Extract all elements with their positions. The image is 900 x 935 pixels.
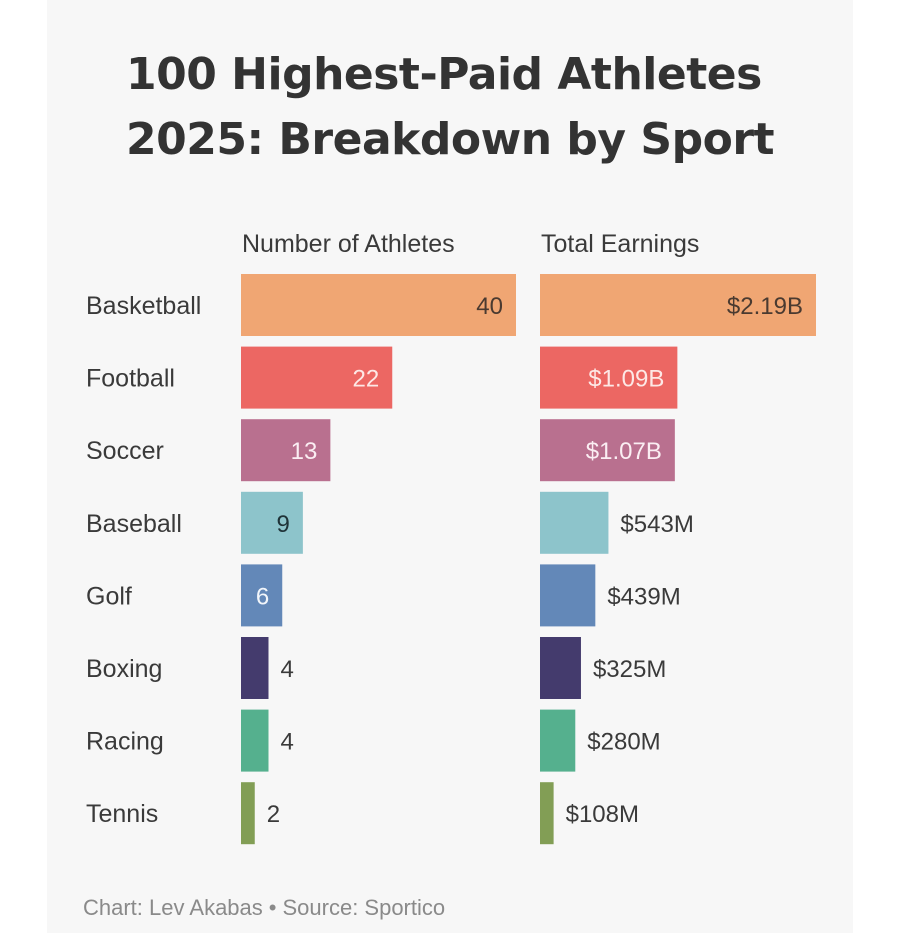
- chart-card: [47, 0, 853, 933]
- category-label-boxing: Boxing: [86, 655, 162, 683]
- value-label-athletes-racing: 4: [281, 729, 294, 756]
- chart-title: 100 Highest-Paid Athletes 2025: Breakdow…: [126, 42, 806, 172]
- value-label-athletes-basketball: 40: [476, 293, 503, 320]
- column-header-athletes: Number of Athletes: [242, 230, 455, 258]
- value-label-earnings-basketball: $2.19B: [727, 293, 803, 320]
- category-label-tennis: Tennis: [86, 800, 158, 828]
- category-label-soccer: Soccer: [86, 437, 164, 465]
- value-label-athletes-soccer: 13: [291, 438, 318, 465]
- bar-athletes-tennis: [241, 782, 255, 845]
- category-label-golf: Golf: [86, 582, 132, 610]
- bar-athletes-soccer: [241, 419, 331, 482]
- value-label-earnings-golf: $439M: [607, 583, 680, 610]
- bar-earnings-soccer: [540, 419, 675, 482]
- value-label-athletes-golf: 6: [256, 583, 269, 610]
- chart-footer: Chart: Lev Akabas • Source: Sportico: [83, 895, 445, 921]
- chart-title-line-2: 2025: Breakdown by Sport: [126, 114, 775, 165]
- bar-earnings-golf: [540, 564, 596, 627]
- value-label-earnings-football: $1.09B: [588, 366, 664, 393]
- value-label-earnings-soccer: $1.07B: [586, 438, 662, 465]
- value-label-earnings-tennis: $108M: [566, 801, 639, 828]
- chart-title-line-1: 100 Highest-Paid Athletes: [126, 49, 762, 100]
- bar-athletes-basketball: [241, 274, 516, 336]
- bar-athletes-racing: [241, 709, 269, 772]
- bar-athletes-baseball: [241, 491, 303, 554]
- column-header-earnings: Total Earnings: [541, 230, 700, 258]
- bar-earnings-baseball: [540, 491, 609, 554]
- bar-earnings-basketball: [540, 274, 816, 336]
- bar-athletes-boxing: [241, 637, 269, 699]
- value-label-earnings-baseball: $543M: [620, 511, 693, 538]
- chart-source: Source: Sportico: [282, 895, 446, 920]
- value-label-earnings-boxing: $325M: [593, 656, 666, 683]
- value-label-athletes-tennis: 2: [267, 801, 280, 828]
- bar-earnings-football: [540, 346, 678, 409]
- value-label-earnings-racing: $280M: [587, 729, 660, 756]
- chart-credit: Chart: Lev Akabas: [83, 895, 263, 920]
- separator-dot: •: [268, 895, 277, 920]
- category-label-racing: Racing: [86, 728, 164, 756]
- bar-athletes-football: [241, 346, 393, 409]
- bar-athletes-golf: [241, 564, 283, 627]
- value-label-athletes-football: 22: [353, 366, 380, 393]
- value-label-athletes-baseball: 9: [277, 511, 290, 538]
- category-label-basketball: Basketball: [86, 292, 201, 320]
- category-label-football: Football: [86, 365, 175, 393]
- bar-earnings-tennis: [540, 782, 554, 845]
- bar-earnings-boxing: [540, 637, 581, 699]
- category-label-baseball: Baseball: [86, 510, 182, 538]
- value-label-athletes-boxing: 4: [281, 656, 294, 683]
- bar-earnings-racing: [540, 709, 576, 772]
